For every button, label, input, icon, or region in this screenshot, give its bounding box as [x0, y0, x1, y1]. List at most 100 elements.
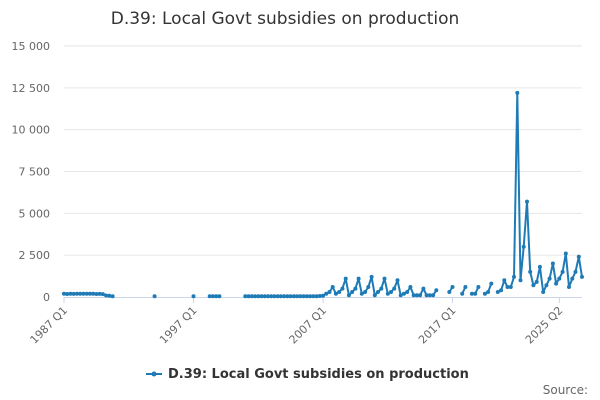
data-point[interactable]: [107, 293, 112, 298]
legend[interactable]: D.39: Local Govt subsidies on production: [146, 367, 469, 382]
data-point[interactable]: [573, 269, 578, 274]
data-point[interactable]: [97, 291, 102, 296]
data-point[interactable]: [259, 294, 264, 299]
data-point[interactable]: [499, 288, 504, 293]
data-point[interactable]: [94, 292, 99, 296]
data-point[interactable]: [353, 286, 358, 291]
data-point[interactable]: [363, 290, 368, 294]
data-point[interactable]: [317, 294, 322, 298]
data-point[interactable]: [521, 244, 526, 249]
data-point[interactable]: [525, 199, 529, 204]
data-point[interactable]: [382, 276, 387, 281]
data-point[interactable]: [512, 274, 516, 279]
data-point[interactable]: [469, 291, 474, 296]
data-point[interactable]: [385, 291, 390, 296]
data-point[interactable]: [531, 283, 536, 288]
data-point[interactable]: [269, 294, 274, 299]
data-point[interactable]: [308, 294, 312, 299]
data-point[interactable]: [84, 291, 89, 296]
data-point[interactable]: [321, 293, 325, 298]
data-point[interactable]: [495, 290, 500, 294]
data-point[interactable]: [68, 291, 73, 296]
data-point[interactable]: [392, 286, 397, 291]
data-point[interactable]: [62, 291, 66, 296]
data-point[interactable]: [282, 294, 287, 299]
data-point[interactable]: [434, 288, 439, 293]
data-point[interactable]: [395, 278, 400, 283]
data-point[interactable]: [275, 294, 280, 299]
data-point[interactable]: [256, 294, 261, 299]
data-point[interactable]: [337, 290, 342, 294]
data-point[interactable]: [544, 283, 549, 288]
data-point[interactable]: [327, 290, 332, 294]
data-point[interactable]: [249, 294, 254, 299]
data-point[interactable]: [398, 293, 403, 298]
data-point[interactable]: [217, 294, 222, 299]
data-point[interactable]: [476, 285, 481, 289]
data-point[interactable]: [330, 285, 335, 289]
data-point[interactable]: [359, 291, 364, 296]
data-point[interactable]: [537, 264, 542, 269]
data-point[interactable]: [563, 251, 568, 256]
data-point[interactable]: [301, 294, 306, 299]
data-point[interactable]: [311, 294, 316, 299]
data-point[interactable]: [557, 276, 562, 281]
data-point[interactable]: [560, 269, 565, 274]
data-point[interactable]: [253, 294, 257, 299]
data-point[interactable]: [463, 285, 468, 289]
data-point[interactable]: [518, 278, 523, 283]
data-point[interactable]: [408, 285, 413, 289]
data-point[interactable]: [87, 291, 92, 296]
data-point[interactable]: [541, 290, 546, 294]
data-point[interactable]: [418, 293, 423, 298]
data-point[interactable]: [547, 276, 552, 281]
data-point[interactable]: [291, 294, 296, 299]
data-point[interactable]: [295, 294, 300, 299]
data-point[interactable]: [246, 294, 251, 299]
data-point[interactable]: [414, 293, 419, 298]
data-point[interactable]: [508, 285, 513, 289]
data-point[interactable]: [346, 293, 351, 298]
data-point[interactable]: [389, 290, 393, 294]
data-point[interactable]: [550, 261, 555, 266]
data-point[interactable]: [100, 292, 105, 297]
data-point[interactable]: [356, 276, 361, 281]
data-point[interactable]: [278, 294, 283, 299]
data-point[interactable]: [191, 294, 196, 299]
data-point[interactable]: [405, 290, 410, 294]
data-point[interactable]: [570, 276, 575, 281]
data-point[interactable]: [502, 278, 507, 283]
data-point[interactable]: [71, 291, 76, 296]
data-point[interactable]: [285, 294, 290, 299]
data-point[interactable]: [243, 294, 248, 299]
data-point[interactable]: [81, 291, 86, 296]
data-point[interactable]: [298, 294, 303, 299]
data-point[interactable]: [350, 290, 355, 294]
data-point[interactable]: [324, 291, 329, 296]
data-point[interactable]: [486, 290, 491, 294]
data-point[interactable]: [210, 294, 215, 299]
data-point[interactable]: [91, 291, 96, 296]
data-point[interactable]: [366, 285, 371, 289]
data-point[interactable]: [304, 294, 309, 299]
data-point[interactable]: [447, 290, 452, 294]
data-point[interactable]: [376, 290, 380, 294]
data-point[interactable]: [110, 294, 115, 299]
data-point[interactable]: [343, 276, 348, 281]
data-point[interactable]: [489, 281, 494, 286]
data-point[interactable]: [460, 291, 465, 296]
data-point[interactable]: [152, 294, 157, 299]
data-point[interactable]: [411, 293, 416, 298]
data-point[interactable]: [515, 90, 520, 95]
data-point[interactable]: [580, 274, 584, 279]
data-point[interactable]: [314, 294, 319, 299]
data-point[interactable]: [401, 291, 406, 296]
data-point[interactable]: [576, 254, 581, 259]
data-point[interactable]: [427, 293, 432, 298]
data-point[interactable]: [65, 292, 70, 296]
data-point[interactable]: [450, 285, 455, 289]
data-point[interactable]: [266, 294, 270, 299]
data-point[interactable]: [214, 294, 219, 299]
data-point[interactable]: [554, 281, 559, 286]
data-point[interactable]: [421, 286, 426, 291]
